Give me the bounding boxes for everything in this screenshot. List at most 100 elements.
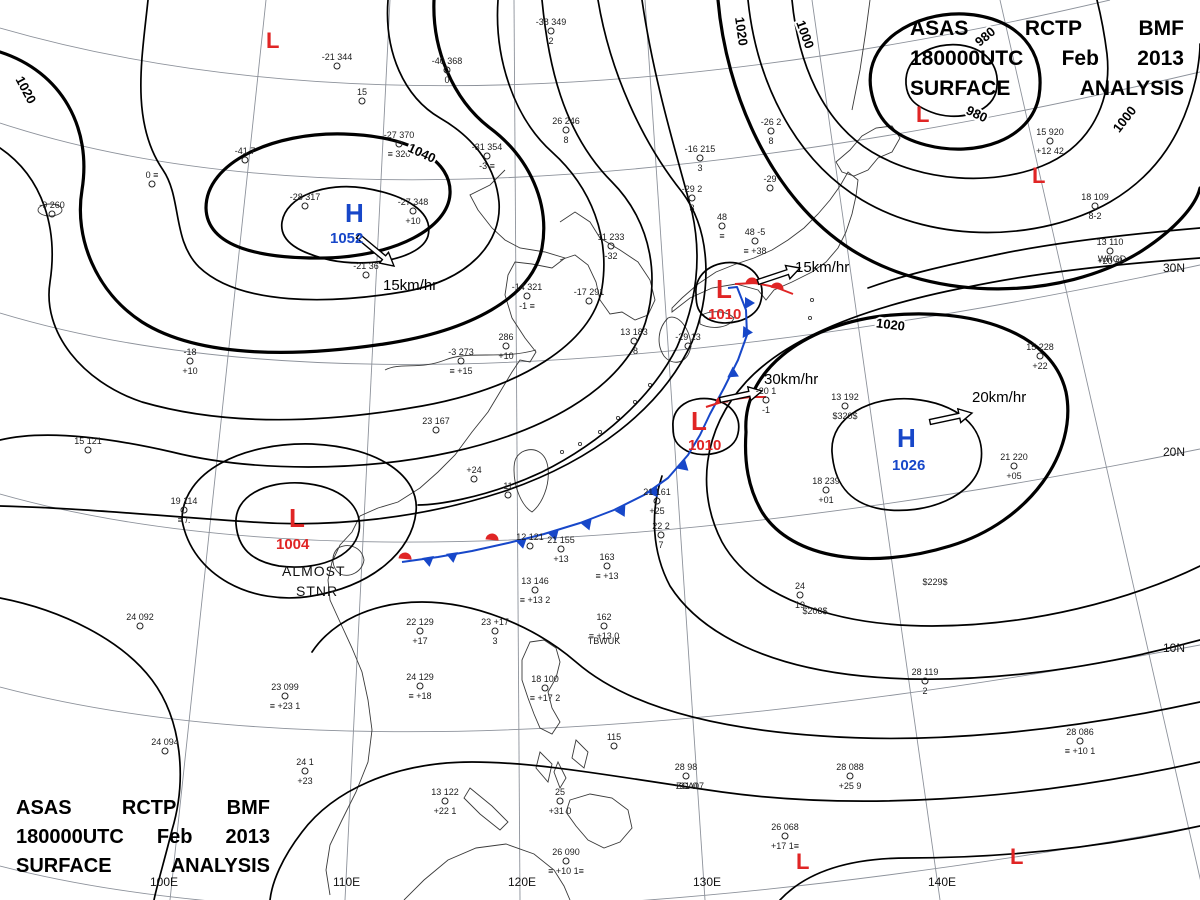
- station-circle-icon: [762, 396, 770, 404]
- grid-line: [811, 0, 941, 900]
- pressure-center-l: L: [796, 849, 809, 874]
- station-value: +22: [1032, 361, 1047, 371]
- pressure-center-value: 1026: [892, 457, 925, 474]
- ryukyu-islands: [559, 297, 815, 455]
- station-value: -1: [762, 405, 770, 415]
- coastline-visayas: [535, 739, 589, 790]
- coastline-hokkaido: [835, 125, 901, 177]
- station-value: 21 155: [547, 535, 575, 545]
- station-circle-icon: [281, 692, 289, 700]
- station-value: 19 114: [171, 496, 198, 506]
- station-circle-icon: [301, 767, 309, 775]
- station-value: TBWUK: [588, 636, 621, 646]
- arrow-layer: [355, 233, 974, 426]
- station-circle-icon: [610, 742, 618, 750]
- station-value: 24 094: [151, 737, 179, 747]
- coastline-mindanao: [565, 793, 633, 849]
- station-value: 3: [492, 636, 497, 646]
- pressure-center-h: H 1026: [892, 423, 925, 474]
- station-value: 2: [922, 686, 927, 696]
- longitude-label: 100E: [150, 875, 178, 889]
- station-value: 286: [498, 332, 513, 342]
- station-value: -27 370: [384, 130, 415, 140]
- station-circle-icon: [600, 622, 608, 630]
- station-value: +23: [297, 776, 312, 786]
- station-plot: ZCA07: [676, 781, 704, 791]
- station-value: 18 239: [812, 476, 840, 486]
- station-plot: 26 246 8: [552, 116, 580, 145]
- station-value: 24 1: [296, 757, 314, 767]
- station-value: 28 98: [675, 762, 698, 772]
- station-plot: 21 161 +25: [643, 487, 671, 516]
- station-plot: -27 370 ≡ 320: [384, 130, 415, 159]
- cold-front-triangle-icon: [422, 556, 434, 567]
- station-value: 8: [563, 135, 568, 145]
- station-circle-icon: [547, 27, 555, 35]
- station-circle-icon: [607, 242, 615, 250]
- station-value: 22 129: [406, 617, 434, 627]
- station-value: -27 348: [398, 197, 429, 207]
- isobar-path: [140, 0, 500, 301]
- station-plot: 24 1 +23: [296, 757, 314, 786]
- isobar-path: [0, 0, 707, 525]
- station-circle-icon: [1091, 202, 1099, 210]
- station-value: -26 2: [761, 117, 782, 127]
- isobar-path: [831, 397, 983, 512]
- station-value: 21 161: [643, 487, 671, 497]
- station-plot: 26 068 +17 1≡: [771, 822, 799, 851]
- station-value: -28 317: [290, 192, 321, 202]
- coastline-hainan: [332, 545, 365, 576]
- movement-speed-label: 15km/hr: [795, 259, 849, 276]
- station-plot: 48 -5 ≡ +38: [743, 227, 766, 256]
- cold-front-triangle-icon: [446, 552, 458, 563]
- station-circle-icon: [688, 194, 696, 202]
- title-block-top-right: ASAS RCTP BMF 180000UTC Feb 2013 SURFACE ANAL…: [910, 14, 1184, 104]
- pressure-center-l: L 1004: [276, 503, 310, 553]
- station-plot: 21 220 +05: [1000, 452, 1028, 481]
- pressure-center-letter: L: [916, 102, 929, 127]
- station-circle-icon: [766, 184, 774, 192]
- station-value: -20 1: [756, 386, 777, 396]
- coastline-korea: [559, 211, 656, 321]
- station-value: +05: [1006, 471, 1021, 481]
- title-line: SURFACE ANALYSIS: [910, 77, 1184, 100]
- coastline-luzon: [521, 639, 561, 735]
- station-circle-icon: [409, 207, 417, 215]
- station-value: ≡ /.: [178, 515, 191, 525]
- title-line: 180000UTC Feb 2013: [16, 826, 270, 848]
- station-circle-icon: [682, 772, 690, 780]
- station-plot: -27 348 +10: [398, 197, 429, 226]
- station-circle-icon: [526, 542, 534, 550]
- station-plot: WRGD: [1098, 254, 1127, 264]
- movement-speed-label: 20km/hr: [972, 389, 1026, 406]
- coastline-borneo: [403, 843, 571, 900]
- station-circle-icon: [432, 426, 440, 434]
- station-value: ≡ +18: [408, 691, 431, 701]
- station-plot: 28 086 ≡ +10 1: [1065, 727, 1096, 756]
- station-value: 25: [555, 787, 565, 797]
- isobar-label: 1020: [875, 315, 906, 333]
- station-value: +22 1: [434, 806, 457, 816]
- station-layer: -21 344 -38 349 2 -40 368 0 15 -27 370 ≡ 320 -31…: [39, 17, 1127, 876]
- cold-front-triangle-icon: [614, 505, 626, 517]
- station-value: 23 +17: [481, 617, 509, 627]
- station-value: 3: [689, 203, 694, 213]
- station-value: 21 220: [1000, 452, 1028, 462]
- isobar-path: [281, 185, 430, 264]
- grid-line: [344, 0, 391, 900]
- latitude-label: 10N: [1163, 641, 1185, 655]
- cold-front-triangle-icon: [727, 366, 739, 378]
- station-plot: -29 13: [675, 332, 701, 350]
- isobar-path: [747, 0, 1200, 234]
- station-circle-icon: [841, 402, 849, 410]
- station-value: 0: [444, 75, 449, 85]
- station-value: -9 260: [39, 200, 65, 210]
- station-plot: -38 349 2: [536, 17, 567, 46]
- station-value: 7: [658, 540, 663, 550]
- station-value: +25 9: [839, 781, 862, 791]
